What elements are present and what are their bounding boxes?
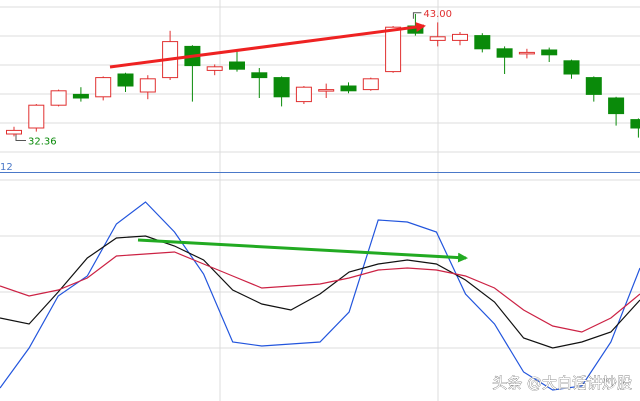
low-label: 32.36 [28,136,57,147]
candle-body [95,77,112,98]
candle-body [139,78,156,93]
indicator-line-j_line [0,251,640,333]
candle-body [117,73,134,87]
candle-body [452,33,468,41]
period-label: 12 [0,162,13,173]
candle-body [474,35,491,50]
candle-body [273,77,290,98]
price-trend-arrow [109,22,426,69]
candle-body [385,26,402,73]
high-label: 43.00 [423,9,452,20]
candle-body [496,48,513,58]
low-marker [15,134,26,141]
candle-body [362,78,379,91]
candle-body [630,119,640,129]
indicator-line-k_line [0,201,640,391]
high-marker [412,12,422,19]
candle-body [541,49,558,56]
candle-body [6,129,22,135]
candle-body [251,72,268,79]
candle-body [72,93,89,99]
candle-body [28,104,45,129]
candle-body [429,36,446,41]
candle-body [340,85,357,92]
indicator-line-d_line [0,235,640,349]
indicator-trend-arrow [137,238,468,263]
candle-body [518,51,535,55]
candle-body [50,90,67,106]
candle-body [318,89,335,92]
candle-body [206,66,223,71]
watermark-text: 头条 @大白话讲炒股 [492,374,632,392]
candle-body [585,77,602,95]
candle-body [608,97,625,115]
candle-body [229,61,245,70]
candle-body [563,60,580,75]
candle-body [295,86,312,103]
